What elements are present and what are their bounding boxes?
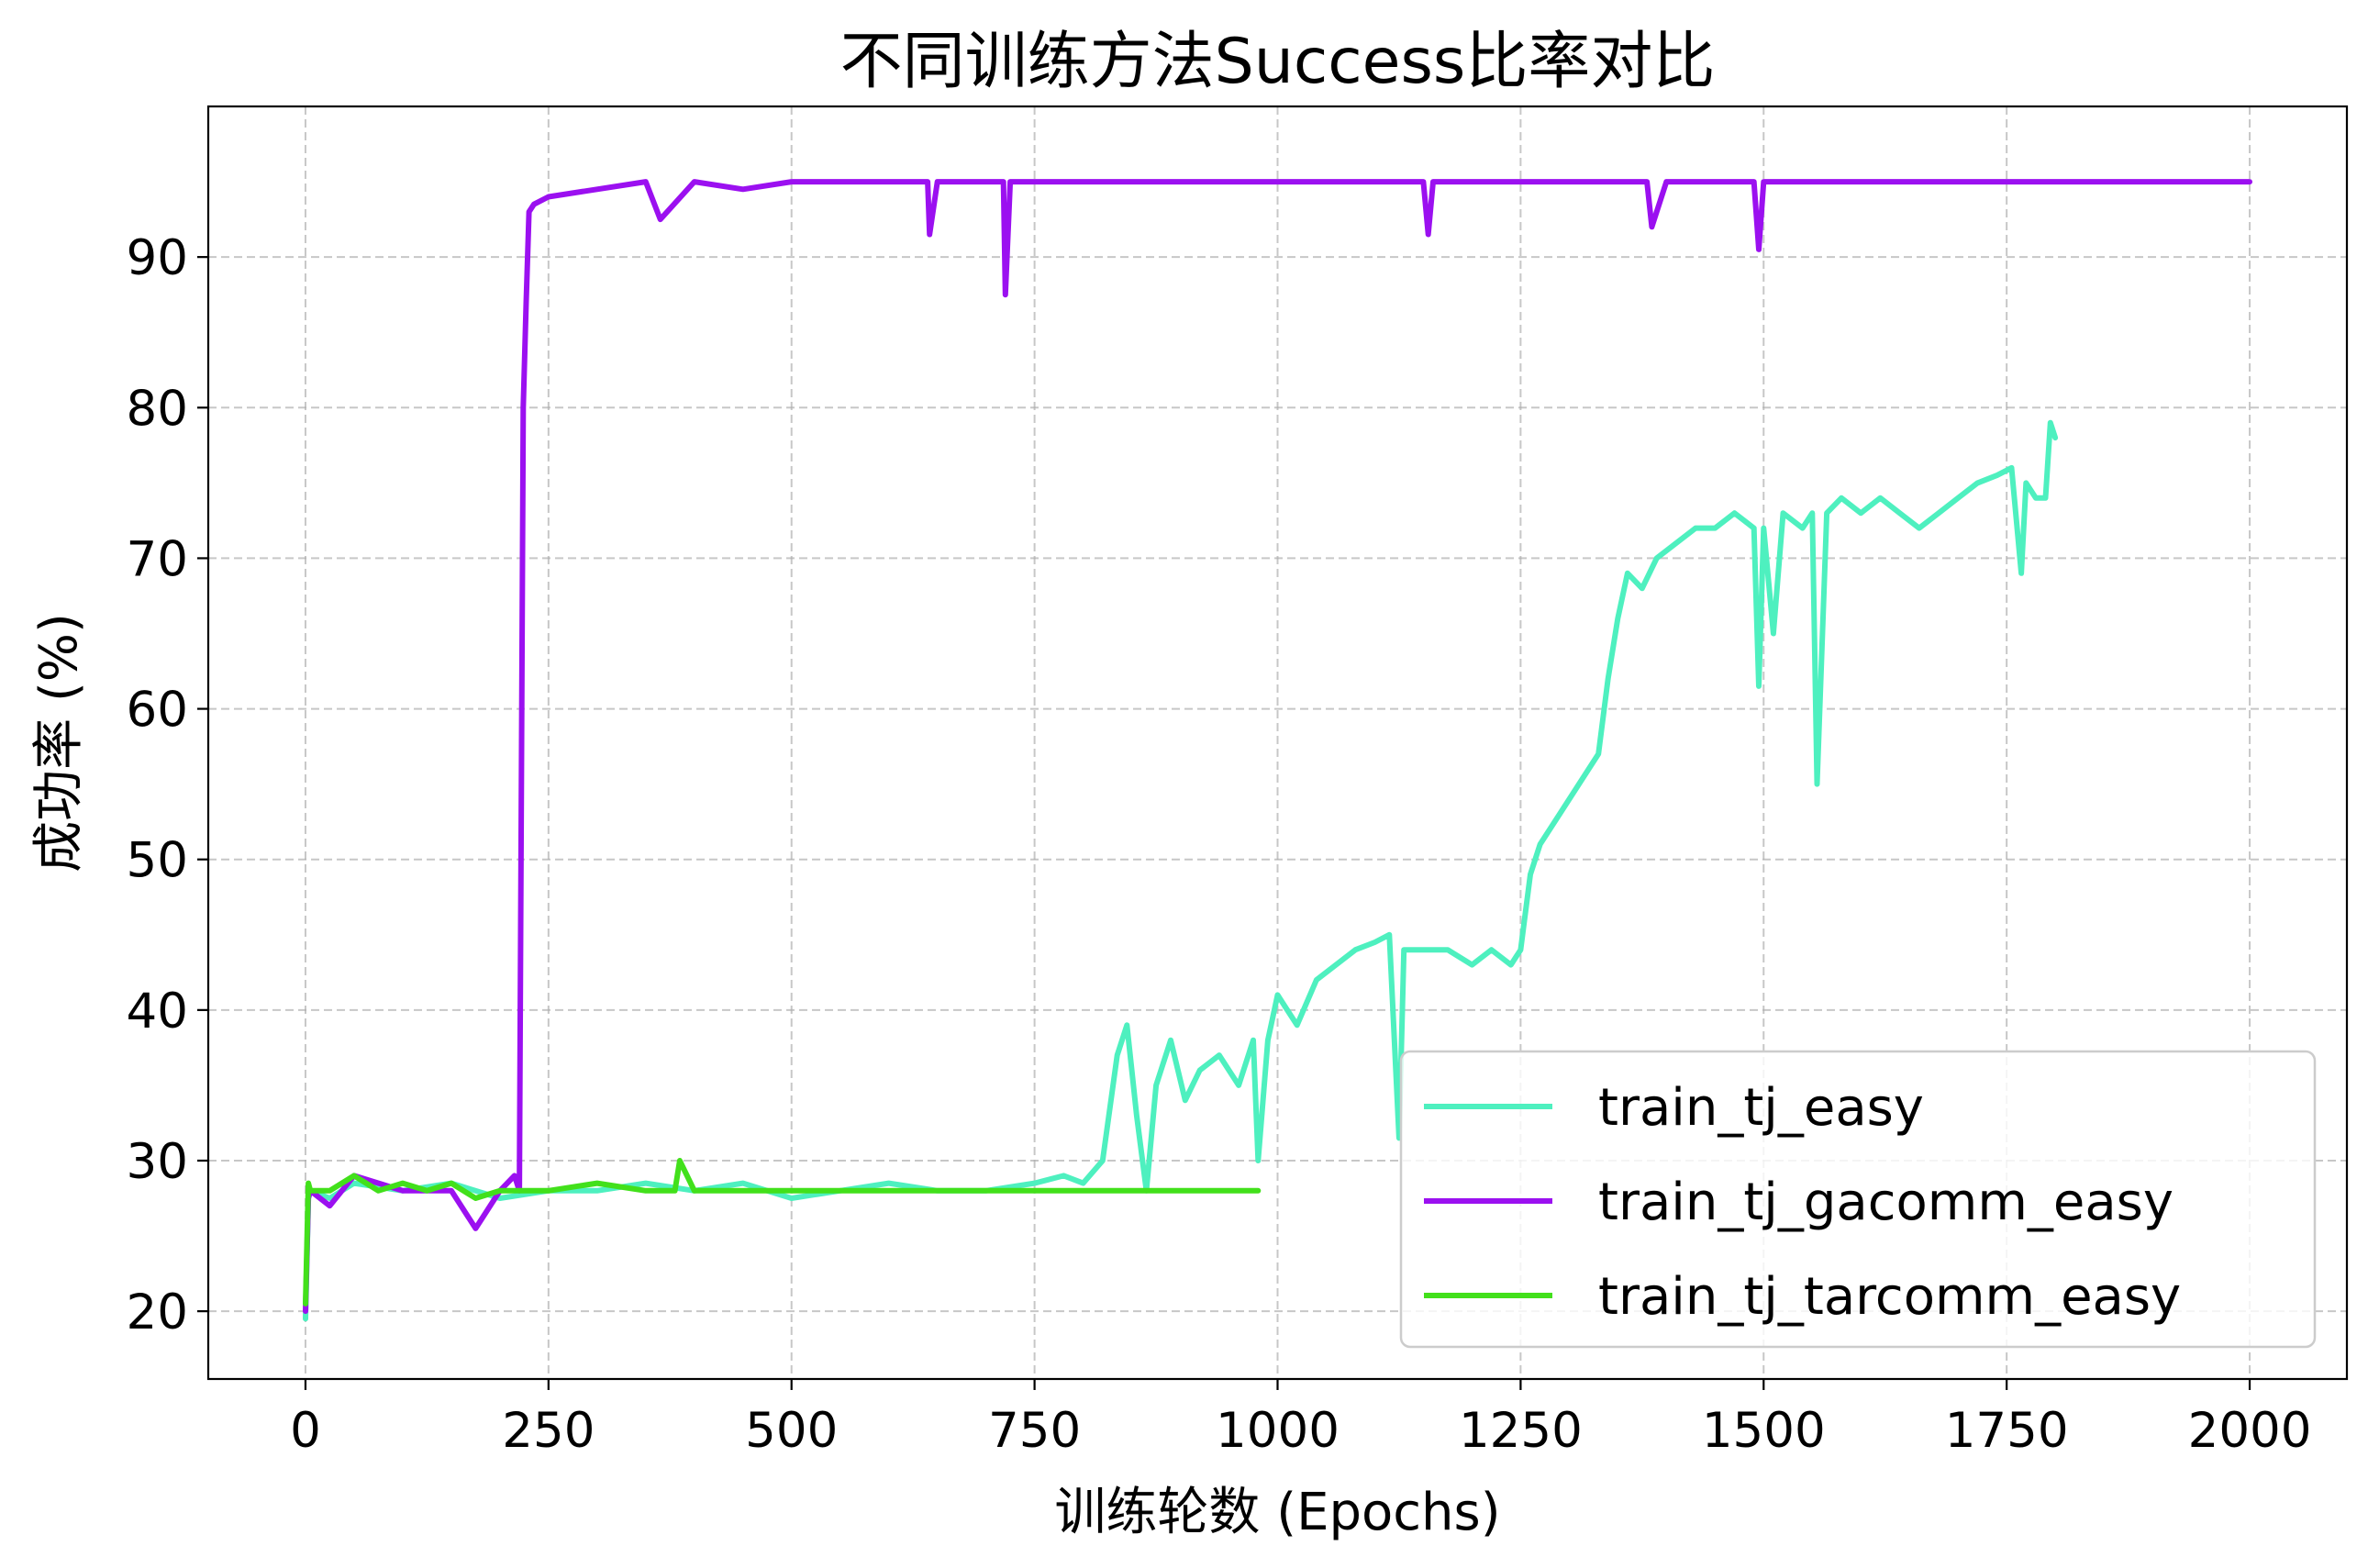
y-tick-label: 30 — [127, 1134, 188, 1190]
series-line-train_tj_gacomm_easy — [303, 179, 2252, 1315]
y-axis: 20 30 40 50 60 70 80 90 — [127, 230, 208, 1340]
x-tick-label: 1000 — [1216, 1403, 1340, 1459]
series-lines — [303, 179, 2252, 1322]
legend-box — [1399, 1050, 2317, 1349]
legend: train_tj_easy train_tj_gacomm_easy train_t… — [1399, 1050, 2317, 1349]
legend-entry-label: train_tj_easy — [1598, 1078, 1924, 1138]
y-tick-label: 40 — [127, 984, 188, 1040]
x-tick-label: 1500 — [1702, 1403, 1826, 1459]
y-tick-label: 70 — [127, 531, 188, 587]
y-tick-label: 50 — [127, 833, 188, 889]
series-line-train_tj_easy — [303, 419, 2059, 1322]
x-axis: 0 250 500 750 1000 1250 1500 1750 2000 — [290, 1379, 2311, 1459]
y-tick-label: 80 — [127, 381, 188, 437]
x-tick-label: 750 — [988, 1403, 1081, 1459]
y-tick-label: 20 — [127, 1284, 188, 1340]
chart-title: 不同训练方法Success比率对比 — [840, 26, 1716, 98]
x-axis-label: 训练轮数 (Epochs) — [1054, 1483, 1500, 1542]
x-tick-label: 1250 — [1459, 1403, 1583, 1459]
x-tick-label: 2000 — [2188, 1403, 2312, 1459]
x-tick-label: 500 — [745, 1403, 838, 1459]
series-line-train_tj_tarcomm_easy — [303, 1158, 1262, 1307]
x-tick-label: 0 — [290, 1403, 321, 1459]
y-tick-label: 90 — [127, 230, 188, 286]
y-axis-label: 成功率 (%) — [29, 613, 89, 873]
legend-entry-label: train_tj_tarcomm_easy — [1598, 1267, 2181, 1327]
x-tick-label: 250 — [502, 1403, 595, 1459]
y-tick-label: 60 — [127, 683, 188, 739]
x-tick-label: 1750 — [1945, 1403, 2069, 1459]
grid — [208, 106, 2347, 1379]
legend-entry-label: train_tj_gacomm_easy — [1598, 1173, 2173, 1232]
